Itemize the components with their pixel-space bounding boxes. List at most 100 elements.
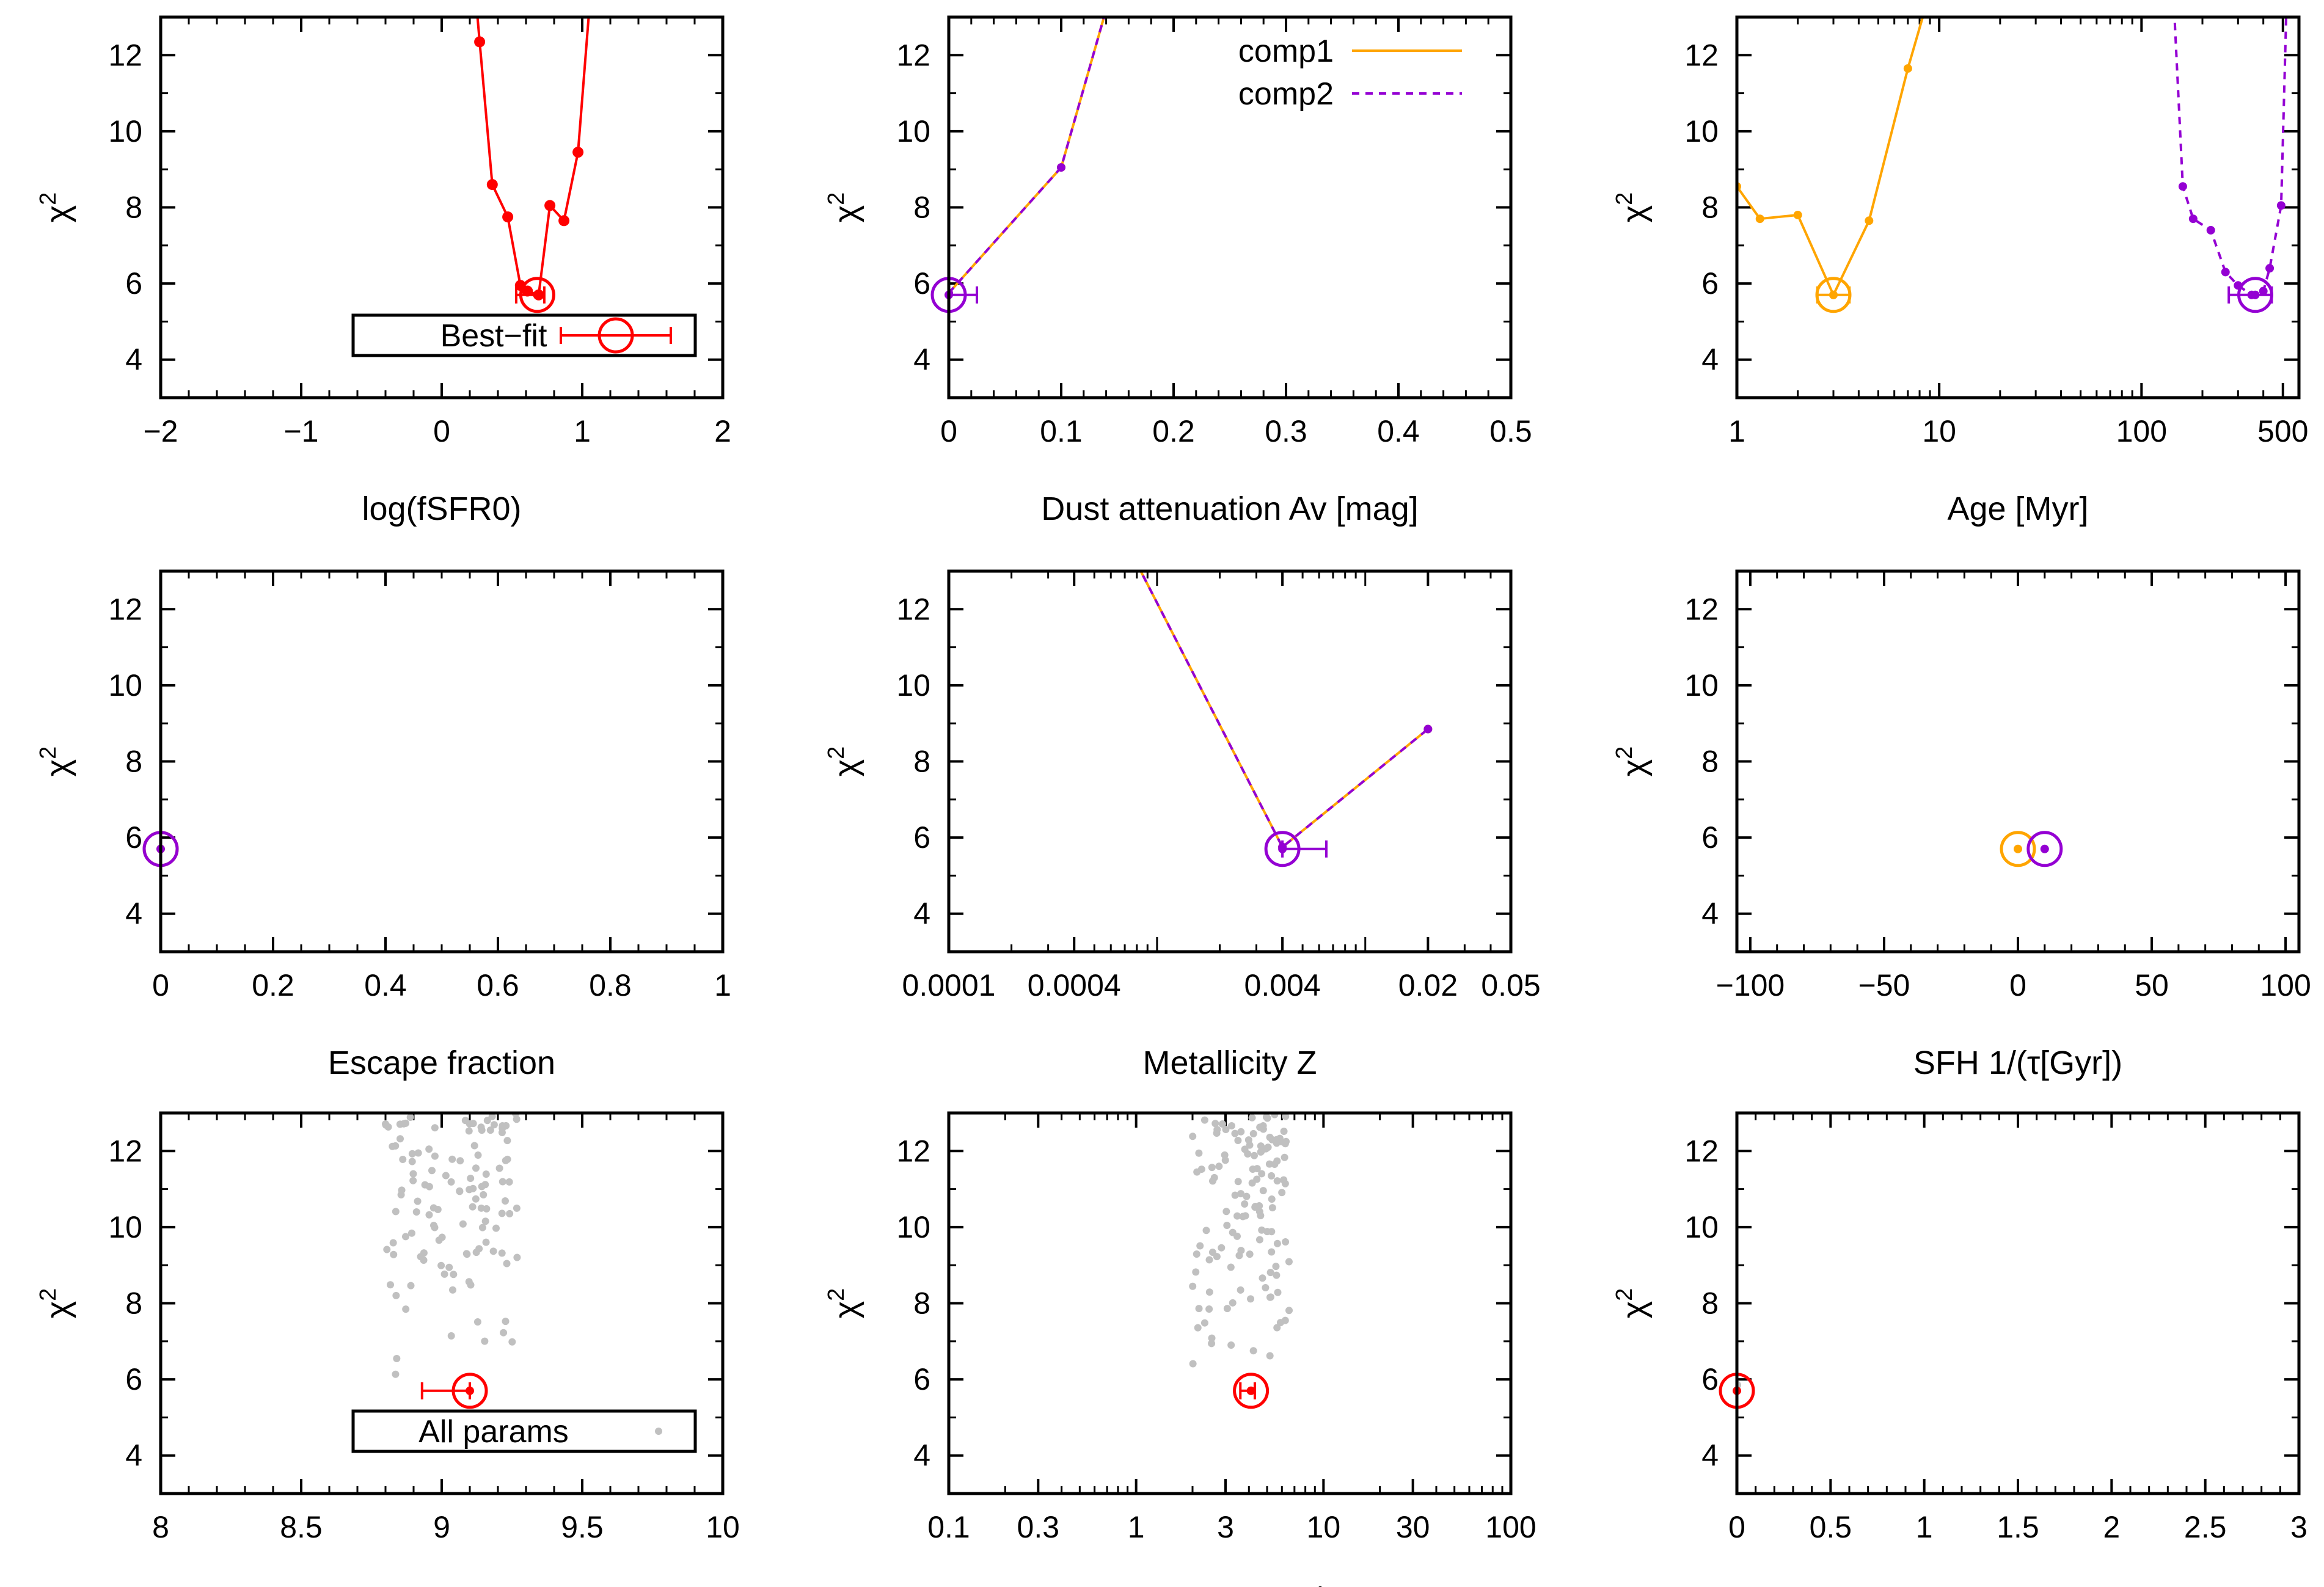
- param-sample-point: [1237, 1128, 1245, 1136]
- legend-marker: [597, 317, 634, 354]
- param-sample-point: [435, 1236, 443, 1244]
- y-tick-label: 12: [1684, 592, 1719, 626]
- plot-frame: [159, 569, 725, 954]
- param-sample-point: [428, 1167, 436, 1175]
- series-point: [572, 147, 584, 158]
- param-sample-point: [1200, 1116, 1208, 1124]
- param-sample-point: [1195, 1305, 1203, 1313]
- param-sample-point: [384, 1123, 392, 1131]
- param-sample-point: [447, 1178, 455, 1186]
- param-sample-point: [499, 1122, 506, 1130]
- x-tick-label: 0.0004: [1028, 968, 1121, 1002]
- y-tick-label: 12: [896, 1134, 930, 1168]
- bestfit-center: [1829, 290, 1838, 299]
- x-tick-label: 0.4: [1377, 414, 1420, 448]
- x-tick-label: 8: [152, 1510, 169, 1544]
- series-point: [1903, 64, 1912, 73]
- plot-area: [1189, 1113, 1293, 1368]
- param-sample-point: [1266, 1133, 1274, 1141]
- x-axis-label: Age [Myr]: [1947, 491, 2088, 527]
- y-tick-label: 6: [913, 1362, 930, 1396]
- bestfit-marker: [519, 277, 555, 313]
- y-tick-label: 8: [1701, 745, 1719, 779]
- y-tick-label: 8: [125, 191, 142, 225]
- param-sample-point: [502, 1318, 510, 1326]
- param-sample-point: [1262, 1113, 1270, 1121]
- series-point: [1865, 216, 1874, 225]
- y-tick-label: 10: [1684, 114, 1719, 148]
- param-sample-point: [1223, 1305, 1231, 1313]
- y-axis-label: χ2: [824, 1288, 864, 1319]
- x-tick-label: 0.6: [477, 968, 519, 1002]
- x-tick-label: 3: [2290, 1510, 2308, 1544]
- x-tick-label: 100: [2116, 414, 2167, 448]
- param-sample-point: [1272, 1263, 1280, 1271]
- param-sample-point: [1192, 1268, 1200, 1276]
- param-sample-point: [392, 1208, 400, 1216]
- param-sample-point: [434, 1205, 442, 1213]
- param-sample-point: [401, 1233, 409, 1241]
- param-sample-point: [1194, 1324, 1202, 1332]
- param-sample-point: [502, 1156, 510, 1164]
- x-tick-label: 1: [714, 968, 731, 1002]
- param-sample-point: [396, 1120, 404, 1128]
- param-sample-point: [1193, 1250, 1200, 1258]
- param-sample-point: [513, 1204, 521, 1212]
- param-sample-point: [1265, 1160, 1273, 1168]
- series-point: [486, 179, 498, 191]
- plot-frame: [159, 1111, 725, 1495]
- param-sample-point: [1282, 1238, 1290, 1246]
- param-sample-point: [1202, 1227, 1210, 1235]
- param-sample-point: [1273, 1324, 1281, 1332]
- param-sample-point: [486, 1126, 494, 1134]
- param-sample-point: [1246, 1250, 1254, 1258]
- param-sample-point: [1189, 1360, 1197, 1368]
- x-tick-label: 1: [574, 414, 591, 448]
- param-sample-point: [470, 1142, 478, 1150]
- plot-frame: [947, 569, 1513, 954]
- plot-area: [1737, 17, 2288, 299]
- x-tick-label: 2.5: [2184, 1510, 2227, 1544]
- param-sample-point: [1227, 1341, 1235, 1349]
- plot-frame: [1735, 569, 2301, 954]
- x-tick-label: 0: [1728, 1510, 1745, 1544]
- param-sample-point: [1200, 1319, 1208, 1327]
- y-axis-label: χ2: [824, 746, 864, 777]
- param-sample-point: [1218, 1244, 1226, 1252]
- param-sample-point: [1189, 1282, 1197, 1290]
- param-sample-point: [450, 1271, 458, 1279]
- param-sample-point: [1237, 1247, 1245, 1255]
- param-sample-point: [1258, 1226, 1266, 1234]
- param-sample-point: [474, 1151, 482, 1159]
- series-line-comp2: [949, 17, 1106, 294]
- x-tick-label: 8.5: [280, 1510, 323, 1544]
- param-sample-point: [409, 1177, 417, 1184]
- bestfit-center: [533, 290, 542, 299]
- x-axis-label: SFR [M⊙ yr−1]: [1124, 1582, 1336, 1587]
- x-tick-label: 1.5: [1997, 1510, 2039, 1544]
- x-tick-label: 10: [1307, 1510, 1341, 1544]
- param-sample-point: [506, 1209, 514, 1217]
- param-sample-point: [1282, 1113, 1290, 1120]
- param-sample-point: [399, 1156, 407, 1164]
- series-point: [474, 36, 486, 48]
- param-sample-point: [1268, 1228, 1276, 1236]
- param-sample-point: [390, 1250, 398, 1258]
- x-tick-label: 500: [2257, 414, 2308, 448]
- param-sample-point: [1268, 1195, 1276, 1203]
- y-tick-label: 10: [1684, 1210, 1719, 1244]
- param-sample-point: [1189, 1133, 1197, 1140]
- x-tick-label: 3: [1217, 1510, 1234, 1544]
- y-tick-label: 6: [125, 1362, 142, 1396]
- param-sample-point: [392, 1370, 400, 1378]
- param-sample-point: [477, 1123, 485, 1131]
- y-tick-label: 4: [913, 343, 930, 377]
- param-sample-point: [1234, 1178, 1242, 1186]
- param-sample-point: [1280, 1176, 1288, 1184]
- param-sample-point: [1262, 1284, 1270, 1292]
- param-sample-point: [490, 1121, 498, 1129]
- param-sample-point: [1266, 1352, 1274, 1360]
- param-sample-point: [425, 1211, 433, 1219]
- x-tick-label: 0.5: [1489, 414, 1532, 448]
